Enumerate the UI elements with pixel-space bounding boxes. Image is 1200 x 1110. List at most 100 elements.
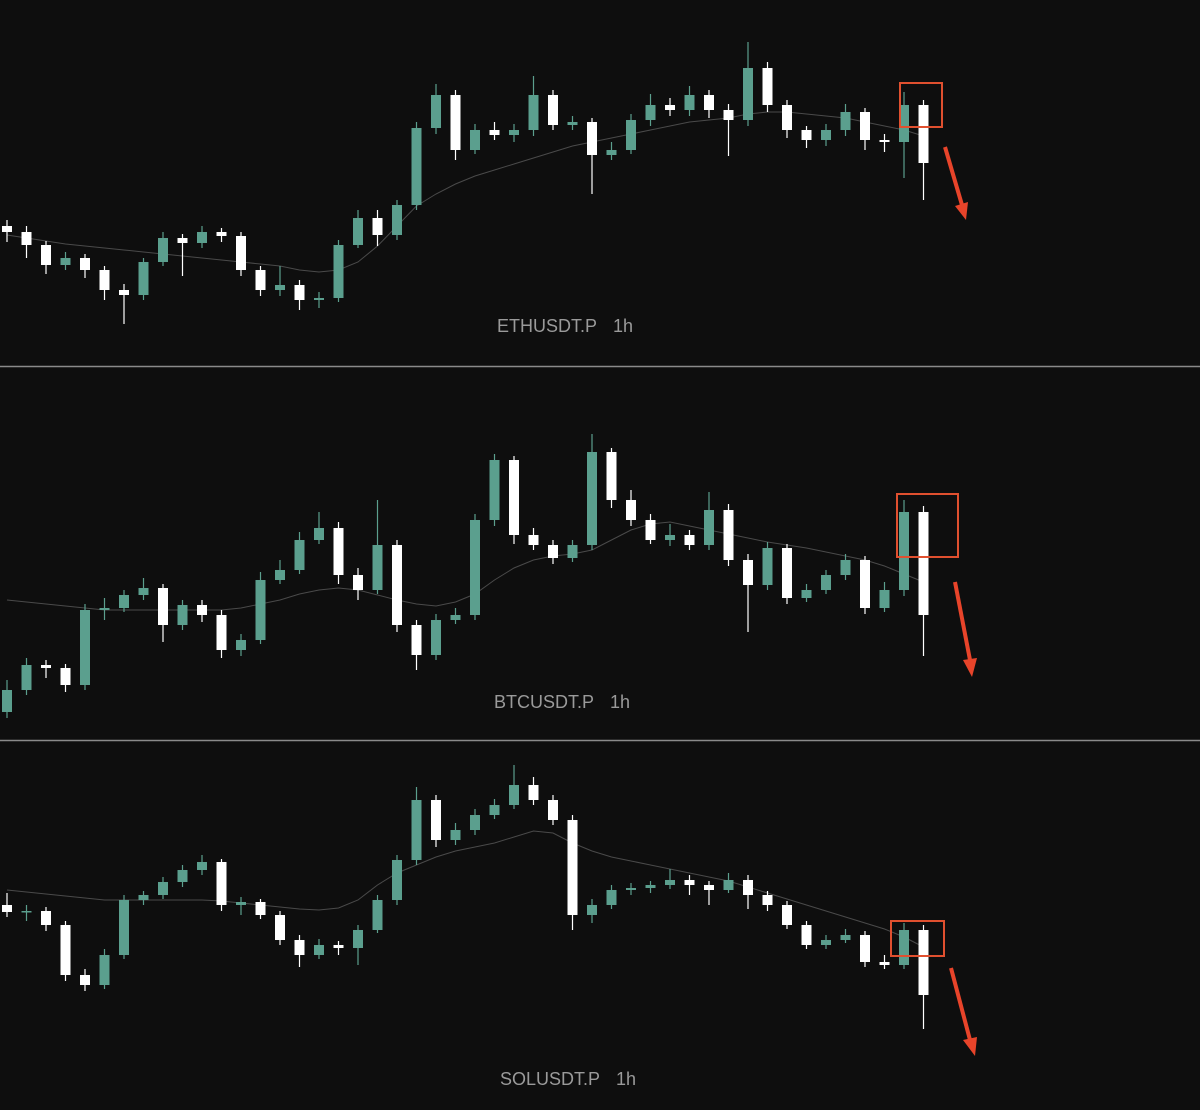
candle-body [333,528,344,575]
candle-body [392,860,402,900]
candle-body [782,905,792,925]
candle-body [723,880,734,890]
candle-body [665,105,675,110]
candle-body [314,298,324,300]
candle-body [489,130,500,135]
candle-body [899,512,909,590]
candle-body [197,862,207,870]
candle-body [99,955,110,985]
candle-body [684,535,695,545]
candle-body [138,262,149,295]
candle-body [275,570,285,580]
candle-body [60,668,71,685]
candle-body [879,962,890,965]
candle-body [821,940,831,945]
candle-body [392,545,402,625]
candle-body [801,590,812,598]
candle-body [626,120,636,150]
candle-body [606,150,617,155]
candle-body [723,110,734,120]
candle-body [665,535,675,540]
candle-body [762,68,773,105]
candle-body [21,232,32,245]
candle-body [372,900,383,930]
candle-body [99,608,110,610]
candle-body [333,245,344,298]
candle-body [528,785,539,800]
candle-body [509,460,519,535]
candle-body [80,258,90,270]
candle-body [645,105,656,120]
candle-body [21,911,32,913]
candle-body [860,112,870,140]
candle-body [216,232,227,236]
candle-body [138,588,149,595]
candle-body [879,590,890,608]
candle-body [762,895,773,905]
candle-body [333,945,344,948]
arrow-shaft [943,146,964,206]
candle-body [450,615,461,620]
candle-body [197,232,207,243]
candle-body [41,911,51,925]
candle-body [236,902,246,905]
symbol-label: BTCUSDT.P [494,692,594,712]
candle-body [294,540,305,570]
candle-body [743,560,753,585]
candle-body [782,548,792,598]
candle-body [314,528,324,540]
candle-body [177,870,188,882]
candle-body [2,905,12,912]
candle-body [431,800,441,840]
candle-body [743,68,753,120]
candle-body [918,105,929,163]
candle-body [587,452,597,545]
candle-body [392,205,402,235]
candle-body [918,512,929,615]
candle-body [645,520,656,540]
interval-label: 1h [613,316,633,336]
plot-layer: ETHUSDT.P 1h BTCUSDT.P 1h SOLUSDT.P 1h [2,42,929,1089]
candle-body [782,105,792,130]
candle-body [606,890,617,905]
highlight-box [896,493,959,558]
candle-body [431,95,441,128]
candle-body [372,545,383,590]
candle-body [567,820,578,915]
candle-body [821,130,831,140]
candle-body [2,690,12,712]
interval-label: 1h [616,1069,636,1089]
candle-body [470,815,480,830]
candle-body [528,535,539,545]
candle-body [60,925,71,975]
candle-body [21,665,32,690]
candle-body [840,935,851,940]
candle-body [821,575,831,590]
candle-body [431,620,441,655]
candle-body [743,880,753,895]
candle-body [372,218,383,235]
candle-body [158,238,168,262]
candle-body [119,290,129,295]
candle-body [353,575,363,590]
candle-body [138,895,149,900]
candle-body [470,130,480,150]
candle-body [548,545,558,558]
candle-body [119,595,129,608]
candle-body [119,900,129,955]
candle-body [294,285,305,300]
candle-body [41,665,51,668]
candle-body [860,935,870,962]
symbol-label: ETHUSDT.P [497,316,597,336]
candle-body [60,258,71,265]
symbol-label: SOLUSDT.P [500,1069,600,1089]
candle-body [314,945,324,955]
candle-body [587,122,597,155]
candle-body [606,452,617,500]
candle-body [80,975,90,985]
candle-body [509,130,519,135]
candle-body [411,800,422,860]
candle-body [411,625,422,655]
